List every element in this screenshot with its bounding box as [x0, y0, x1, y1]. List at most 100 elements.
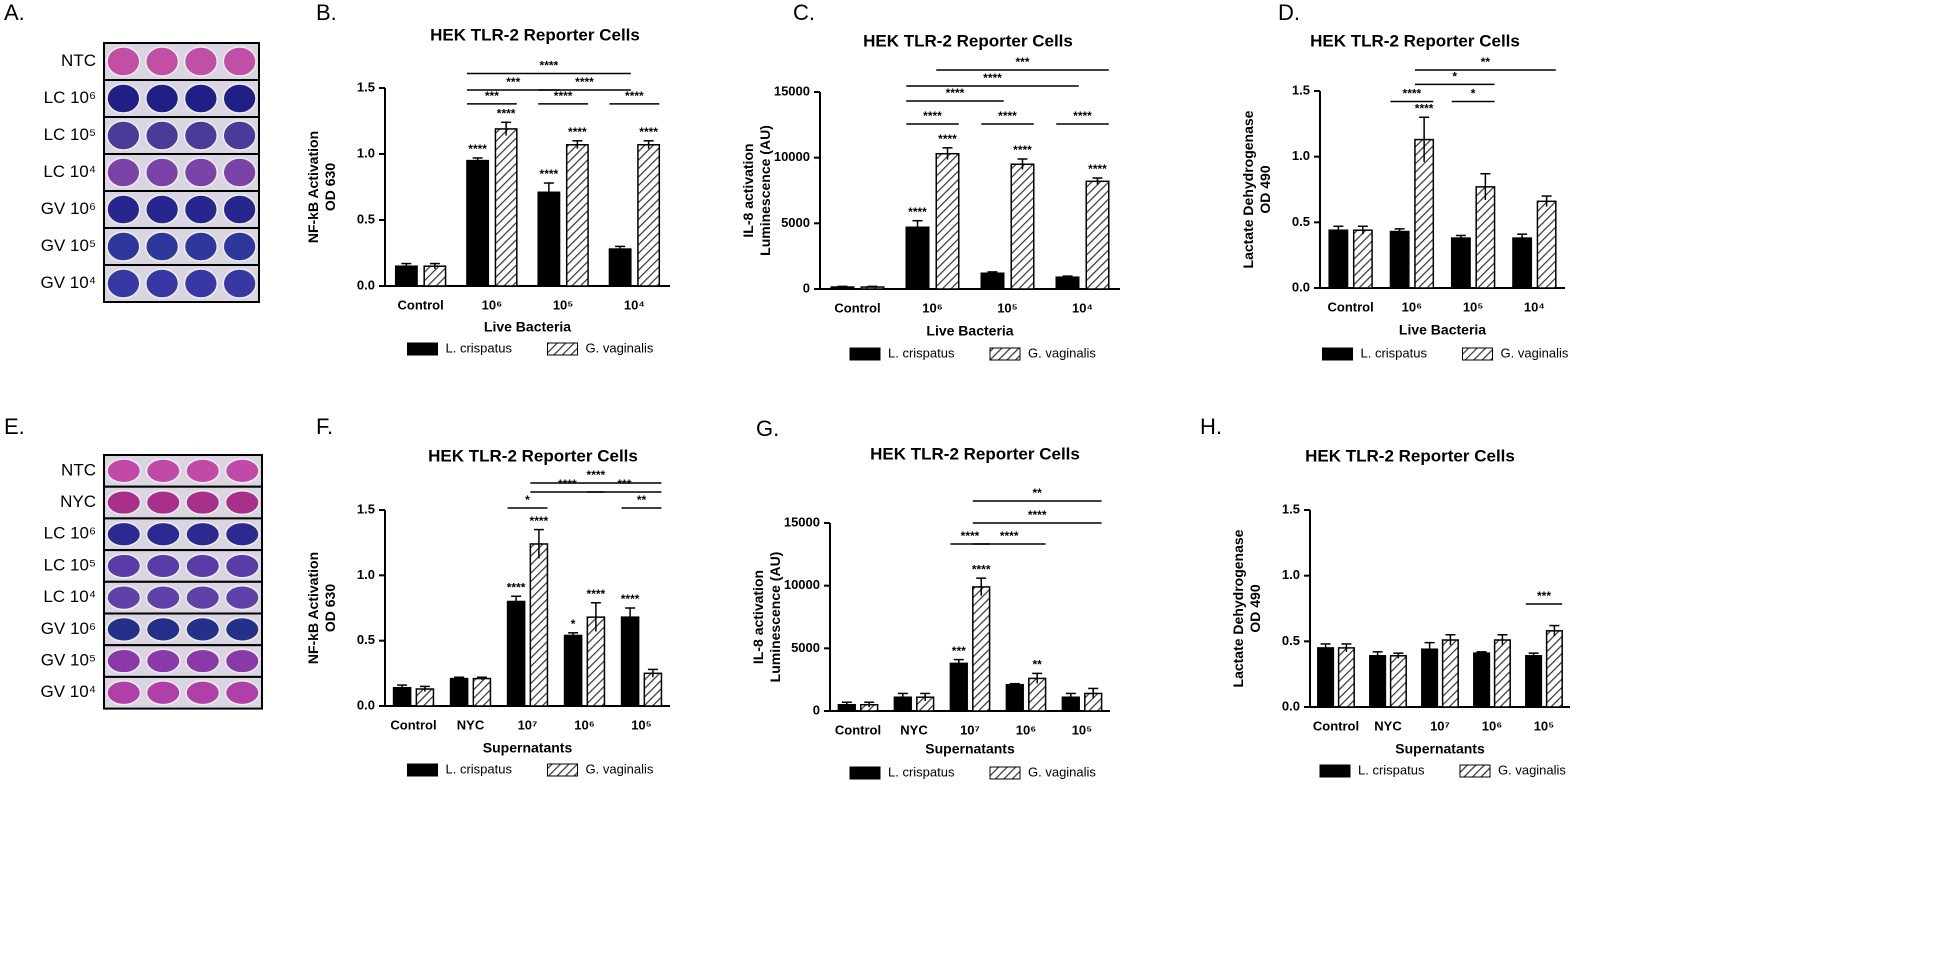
- x-tick-label: 10⁵: [631, 717, 652, 732]
- significance-label: ***: [617, 477, 631, 491]
- significance-label: ***: [506, 75, 520, 89]
- x-tick-label: 10⁴: [624, 297, 645, 312]
- x-tick-label: Control: [835, 722, 881, 737]
- bar: [949, 662, 968, 712]
- significance-label: ****: [497, 106, 516, 120]
- y-axis-label: NF-kB Activation: [305, 552, 321, 664]
- bar: [1536, 200, 1557, 289]
- well: [222, 268, 257, 299]
- x-tick-label: 10⁴: [1072, 300, 1093, 315]
- well: [222, 120, 257, 151]
- legend-label: G. vaginalis: [1028, 764, 1096, 779]
- y-tick-label: 1.5: [1292, 82, 1310, 97]
- x-tick-label: Control: [1313, 718, 1359, 733]
- well: [183, 194, 218, 225]
- bar: [1545, 630, 1563, 708]
- plate-row-label: NYC: [60, 492, 96, 511]
- bar: [449, 677, 469, 707]
- well: [106, 521, 142, 547]
- chart-title: HEK TLR-2 Reporter Cells: [1310, 31, 1520, 50]
- well: [222, 231, 257, 262]
- y-tick-label: 15000: [774, 83, 810, 98]
- legend-swatch: [547, 763, 578, 777]
- bar: [392, 686, 412, 707]
- significance-label: ****: [1013, 143, 1032, 157]
- legend-swatch: [1322, 347, 1353, 361]
- x-tick-label: 10⁶: [1482, 718, 1502, 733]
- well: [145, 553, 181, 579]
- legend-label: L. crispatus: [888, 345, 955, 360]
- significance-label: ****: [998, 109, 1017, 123]
- bar: [563, 634, 583, 707]
- well: [185, 521, 221, 547]
- well: [106, 120, 141, 151]
- bar: [1421, 648, 1439, 708]
- significance-label: ****: [530, 514, 549, 528]
- legend-label: G. vaginalis: [1028, 345, 1096, 360]
- significance-label: ****: [961, 529, 980, 543]
- significance-label: *: [1452, 70, 1457, 84]
- bar: [620, 616, 640, 707]
- well: [106, 616, 142, 642]
- y-tick-label: 1.0: [1292, 148, 1310, 163]
- legend-swatch: [407, 763, 438, 777]
- y-tick-label: 5000: [781, 215, 810, 230]
- bar: [1525, 655, 1543, 708]
- x-tick-label: NYC: [457, 717, 485, 732]
- plate-row-label: NTC: [61, 460, 96, 479]
- plate-row-label: LC 10⁶: [44, 524, 96, 543]
- x-tick-label: 10⁶: [1402, 299, 1422, 314]
- well: [222, 83, 257, 114]
- well: [145, 585, 181, 611]
- x-tick-label: 10⁵: [1463, 299, 1484, 314]
- y-axis-label: OD 490: [1247, 584, 1263, 632]
- x-axis-label: Supernatants: [483, 740, 573, 756]
- well: [185, 616, 221, 642]
- bar: [537, 191, 561, 287]
- y-axis-label: Luminescence (AU): [767, 552, 783, 683]
- plate-row-label: LC 10⁴: [43, 162, 96, 181]
- bar: [1352, 229, 1373, 289]
- well: [145, 489, 181, 516]
- significance-label: ****: [507, 580, 526, 594]
- panel-letter: B.: [316, 0, 337, 25]
- well: [106, 268, 141, 299]
- bar: [1328, 229, 1349, 289]
- legend-swatch: [1459, 764, 1491, 778]
- chart-title: HEK TLR-2 Reporter Cells: [428, 446, 638, 465]
- significance-label: ****: [621, 592, 640, 606]
- well: [183, 120, 218, 151]
- y-tick-label: 1.5: [1282, 501, 1300, 516]
- x-tick-label: 10⁵: [553, 297, 574, 312]
- y-tick-label: 0.5: [1282, 633, 1300, 648]
- plate-row-label: GV 10⁶: [41, 619, 96, 638]
- panel-letter: E.: [4, 414, 25, 439]
- well: [224, 553, 260, 579]
- significance-label: ****: [972, 562, 991, 576]
- significance-label: ****: [1000, 529, 1019, 543]
- legend-label: L. crispatus: [1358, 762, 1425, 777]
- well: [183, 157, 218, 188]
- significance-label: ****: [568, 125, 587, 139]
- significance-label: ****: [1088, 162, 1107, 176]
- x-axis-label: Supernatants: [1395, 741, 1485, 757]
- bar: [1493, 639, 1511, 708]
- plate-row-label: LC 10⁵: [44, 555, 96, 574]
- y-tick-label: 5000: [791, 640, 820, 655]
- x-tick-label: 10⁶: [922, 300, 942, 315]
- bar: [1317, 647, 1335, 708]
- panel-letter: D.: [1278, 0, 1300, 25]
- bar: [494, 128, 518, 287]
- significance-label: ****: [1415, 101, 1434, 115]
- legend-swatch: [849, 766, 881, 780]
- y-tick-label: 1.5: [357, 79, 375, 94]
- bar: [1337, 647, 1355, 708]
- well: [145, 521, 181, 547]
- well: [185, 648, 221, 674]
- well: [145, 268, 180, 299]
- x-tick-label: 10⁷: [960, 722, 980, 737]
- bar: [1005, 683, 1024, 712]
- well: [183, 268, 218, 299]
- well: [145, 616, 181, 642]
- well: [222, 46, 257, 77]
